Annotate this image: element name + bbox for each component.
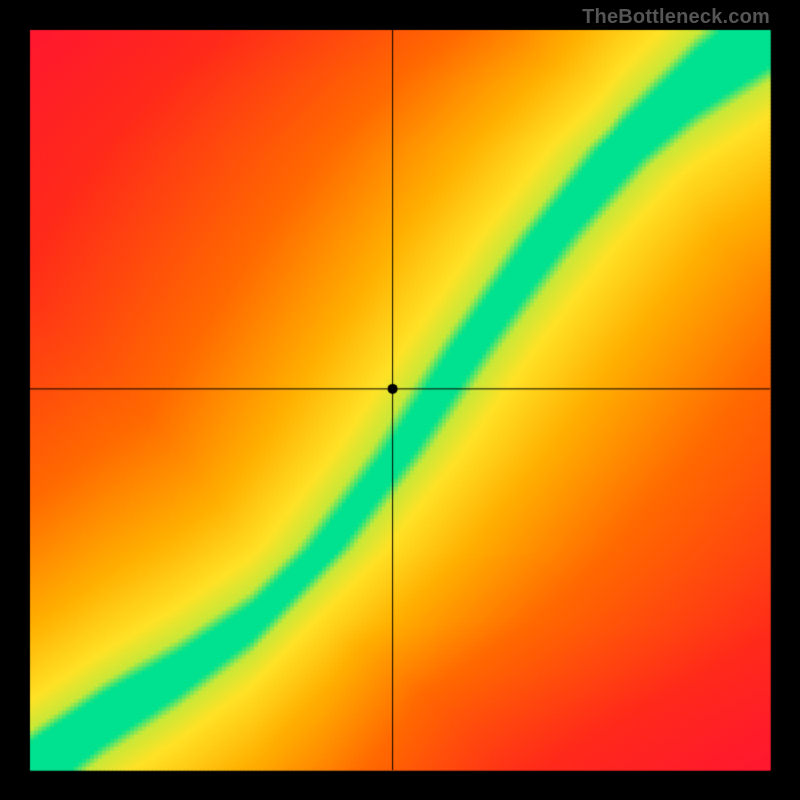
bottleneck-heatmap [0,0,800,800]
watermark-text: TheBottleneck.com [582,6,770,29]
